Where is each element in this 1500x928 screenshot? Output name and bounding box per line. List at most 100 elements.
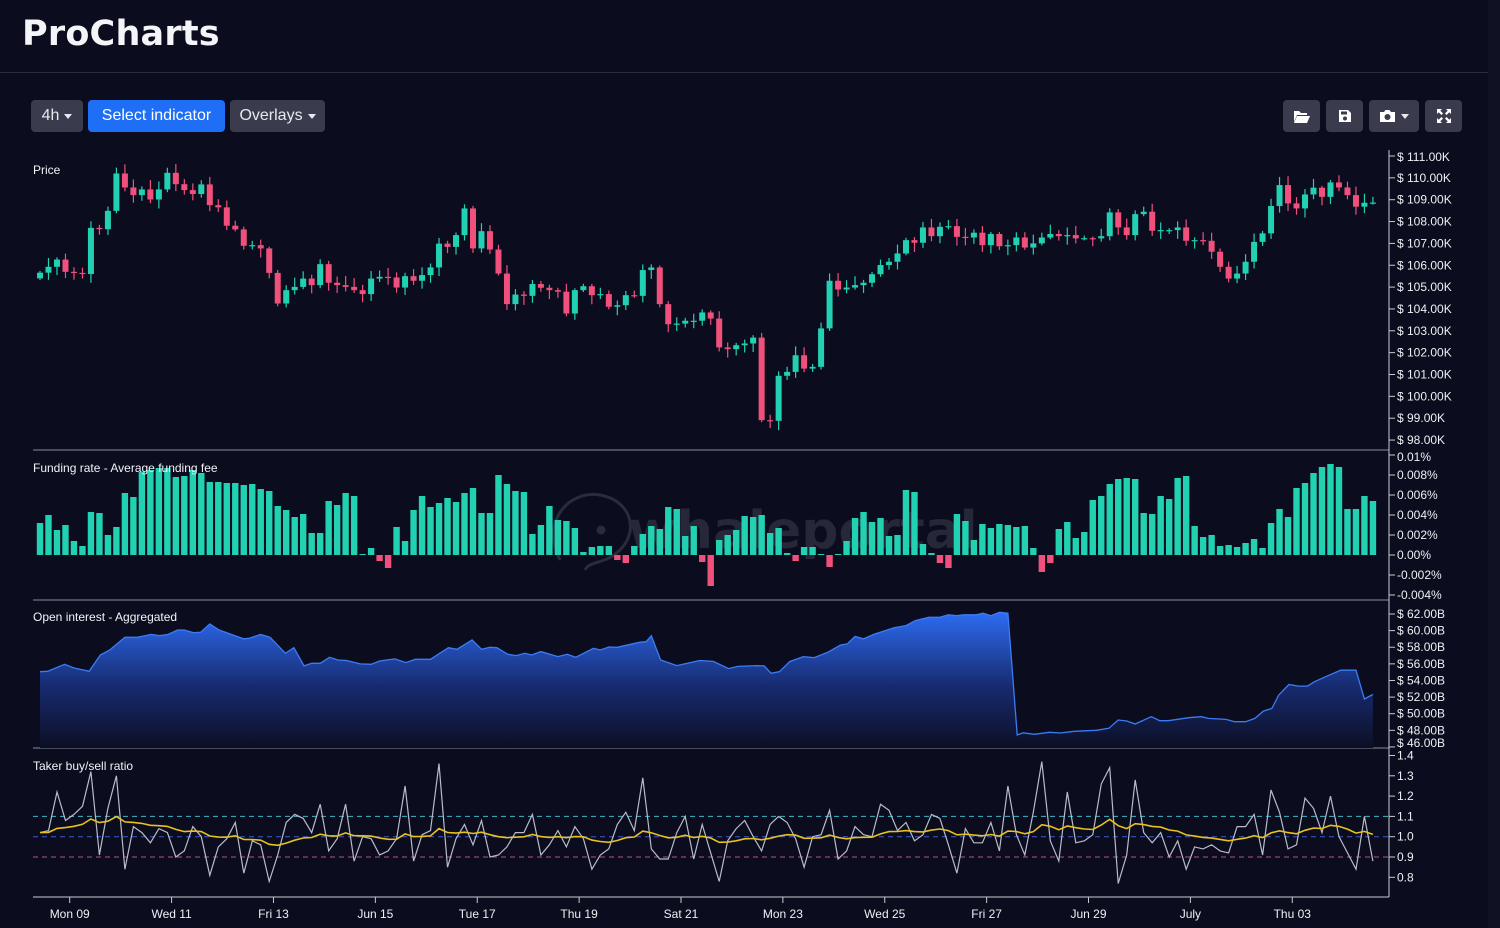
candle-body [996,234,1003,247]
y-tick-label: $ 111.00K [1397,150,1450,164]
candle-body [979,232,986,246]
candle-body [410,276,417,281]
candle-body [852,285,859,288]
candle-body [673,323,680,325]
funding-bar [758,515,765,555]
y-tick-label: $ 54.00B [1397,673,1445,687]
y-tick-label: $ 52.00B [1397,690,1445,704]
funding-bar [232,483,239,555]
funding-bar [716,540,723,555]
candle-body [928,227,935,237]
chart-axes: $ 111.00K $ 110.00K $ 109.00K $ 108.00K $ 10… [33,150,1452,921]
y-tick-label: 0.006% [1397,488,1438,502]
y-tick-label: $ 102.00K [1397,346,1452,360]
funding-bar [257,489,264,555]
candle-body [826,280,833,329]
candle-body [1327,182,1334,197]
candle-body [1251,241,1258,262]
candle-body [325,264,332,283]
open-button[interactable] [1283,100,1320,132]
funding-bar [393,527,400,555]
candle-body [1183,227,1190,241]
y-tick-label: $ 99.00K [1397,411,1445,425]
candle-body [1361,202,1368,207]
candle-body [775,375,782,421]
funding-bar [834,554,842,555]
candle-body [436,243,443,268]
candle-body [164,172,171,190]
funding-bar [96,513,103,555]
funding-bar [1013,527,1020,555]
save-button[interactable] [1326,100,1363,132]
candle-body [945,226,952,228]
candle-body [1149,211,1156,231]
candle-body [835,280,842,290]
candle-body [1132,214,1139,236]
candle-body [529,284,536,296]
funding-bar [1276,509,1283,555]
candle-body [962,236,969,239]
funding-bar [1267,523,1275,555]
funding-bar [690,526,697,555]
funding-bar [1310,473,1317,555]
candle-body [359,290,366,295]
funding-bar [1225,545,1232,555]
candle-body [588,286,595,296]
candle-body [266,248,273,273]
funding-bar [1369,501,1377,555]
page-scrollbar[interactable] [1488,0,1500,928]
funding-bar [1047,555,1054,563]
candle-body [427,267,434,276]
candle-body [342,285,349,287]
interval-dropdown[interactable]: 4h [31,100,83,132]
y-tick-label: $ 110.00K [1397,171,1451,185]
candle-body [478,231,485,249]
funding-bar [359,554,366,555]
funding-bar [1106,484,1113,555]
candle-body [1191,240,1198,242]
candle-body [690,320,697,322]
funding-bar [597,546,604,555]
y-tick-label: 1.1 [1397,809,1414,823]
funding-bar [325,501,332,555]
screenshot-dropdown[interactable] [1369,100,1419,132]
funding-bar [1327,464,1334,555]
candle-body [639,270,646,296]
candle-body [138,189,145,196]
x-tick-label: Mon 09 [50,907,90,921]
funding-bar [104,535,112,555]
candle-body [393,277,400,288]
candle-body [1004,245,1011,247]
overlays-dropdown[interactable]: Overlays [230,100,325,132]
candle-body [1208,240,1215,252]
candle-body [656,267,663,305]
candle-body [767,420,774,422]
candle-body [37,272,43,279]
candle-body [970,232,977,238]
select-indicator-button[interactable]: Select indicator [88,100,225,132]
funding-bar [469,488,477,555]
funding-bar [401,541,409,555]
funding-bar [384,555,392,568]
candle-body [911,240,918,243]
funding-bar [546,506,553,555]
funding-bar [1318,467,1326,555]
funding-bar [172,477,180,555]
candle-body [1310,187,1317,195]
funding-bar [1199,537,1207,555]
fullscreen-button[interactable] [1425,100,1462,132]
funding-bar [1123,478,1130,555]
funding-bar [970,540,978,555]
funding-bar [1038,555,1046,572]
select-indicator-label: Select indicator [101,107,212,124]
candle-body [232,225,239,230]
candle-body [206,184,213,206]
y-tick-label: $ 62.00B [1397,607,1445,621]
y-tick-label: $ 98.00K [1397,433,1445,447]
funding-bar [860,512,867,555]
candle-body [79,272,86,275]
candle-body [147,189,154,200]
y-tick-label: 0.008% [1397,468,1438,482]
funding-bar [1259,548,1266,555]
